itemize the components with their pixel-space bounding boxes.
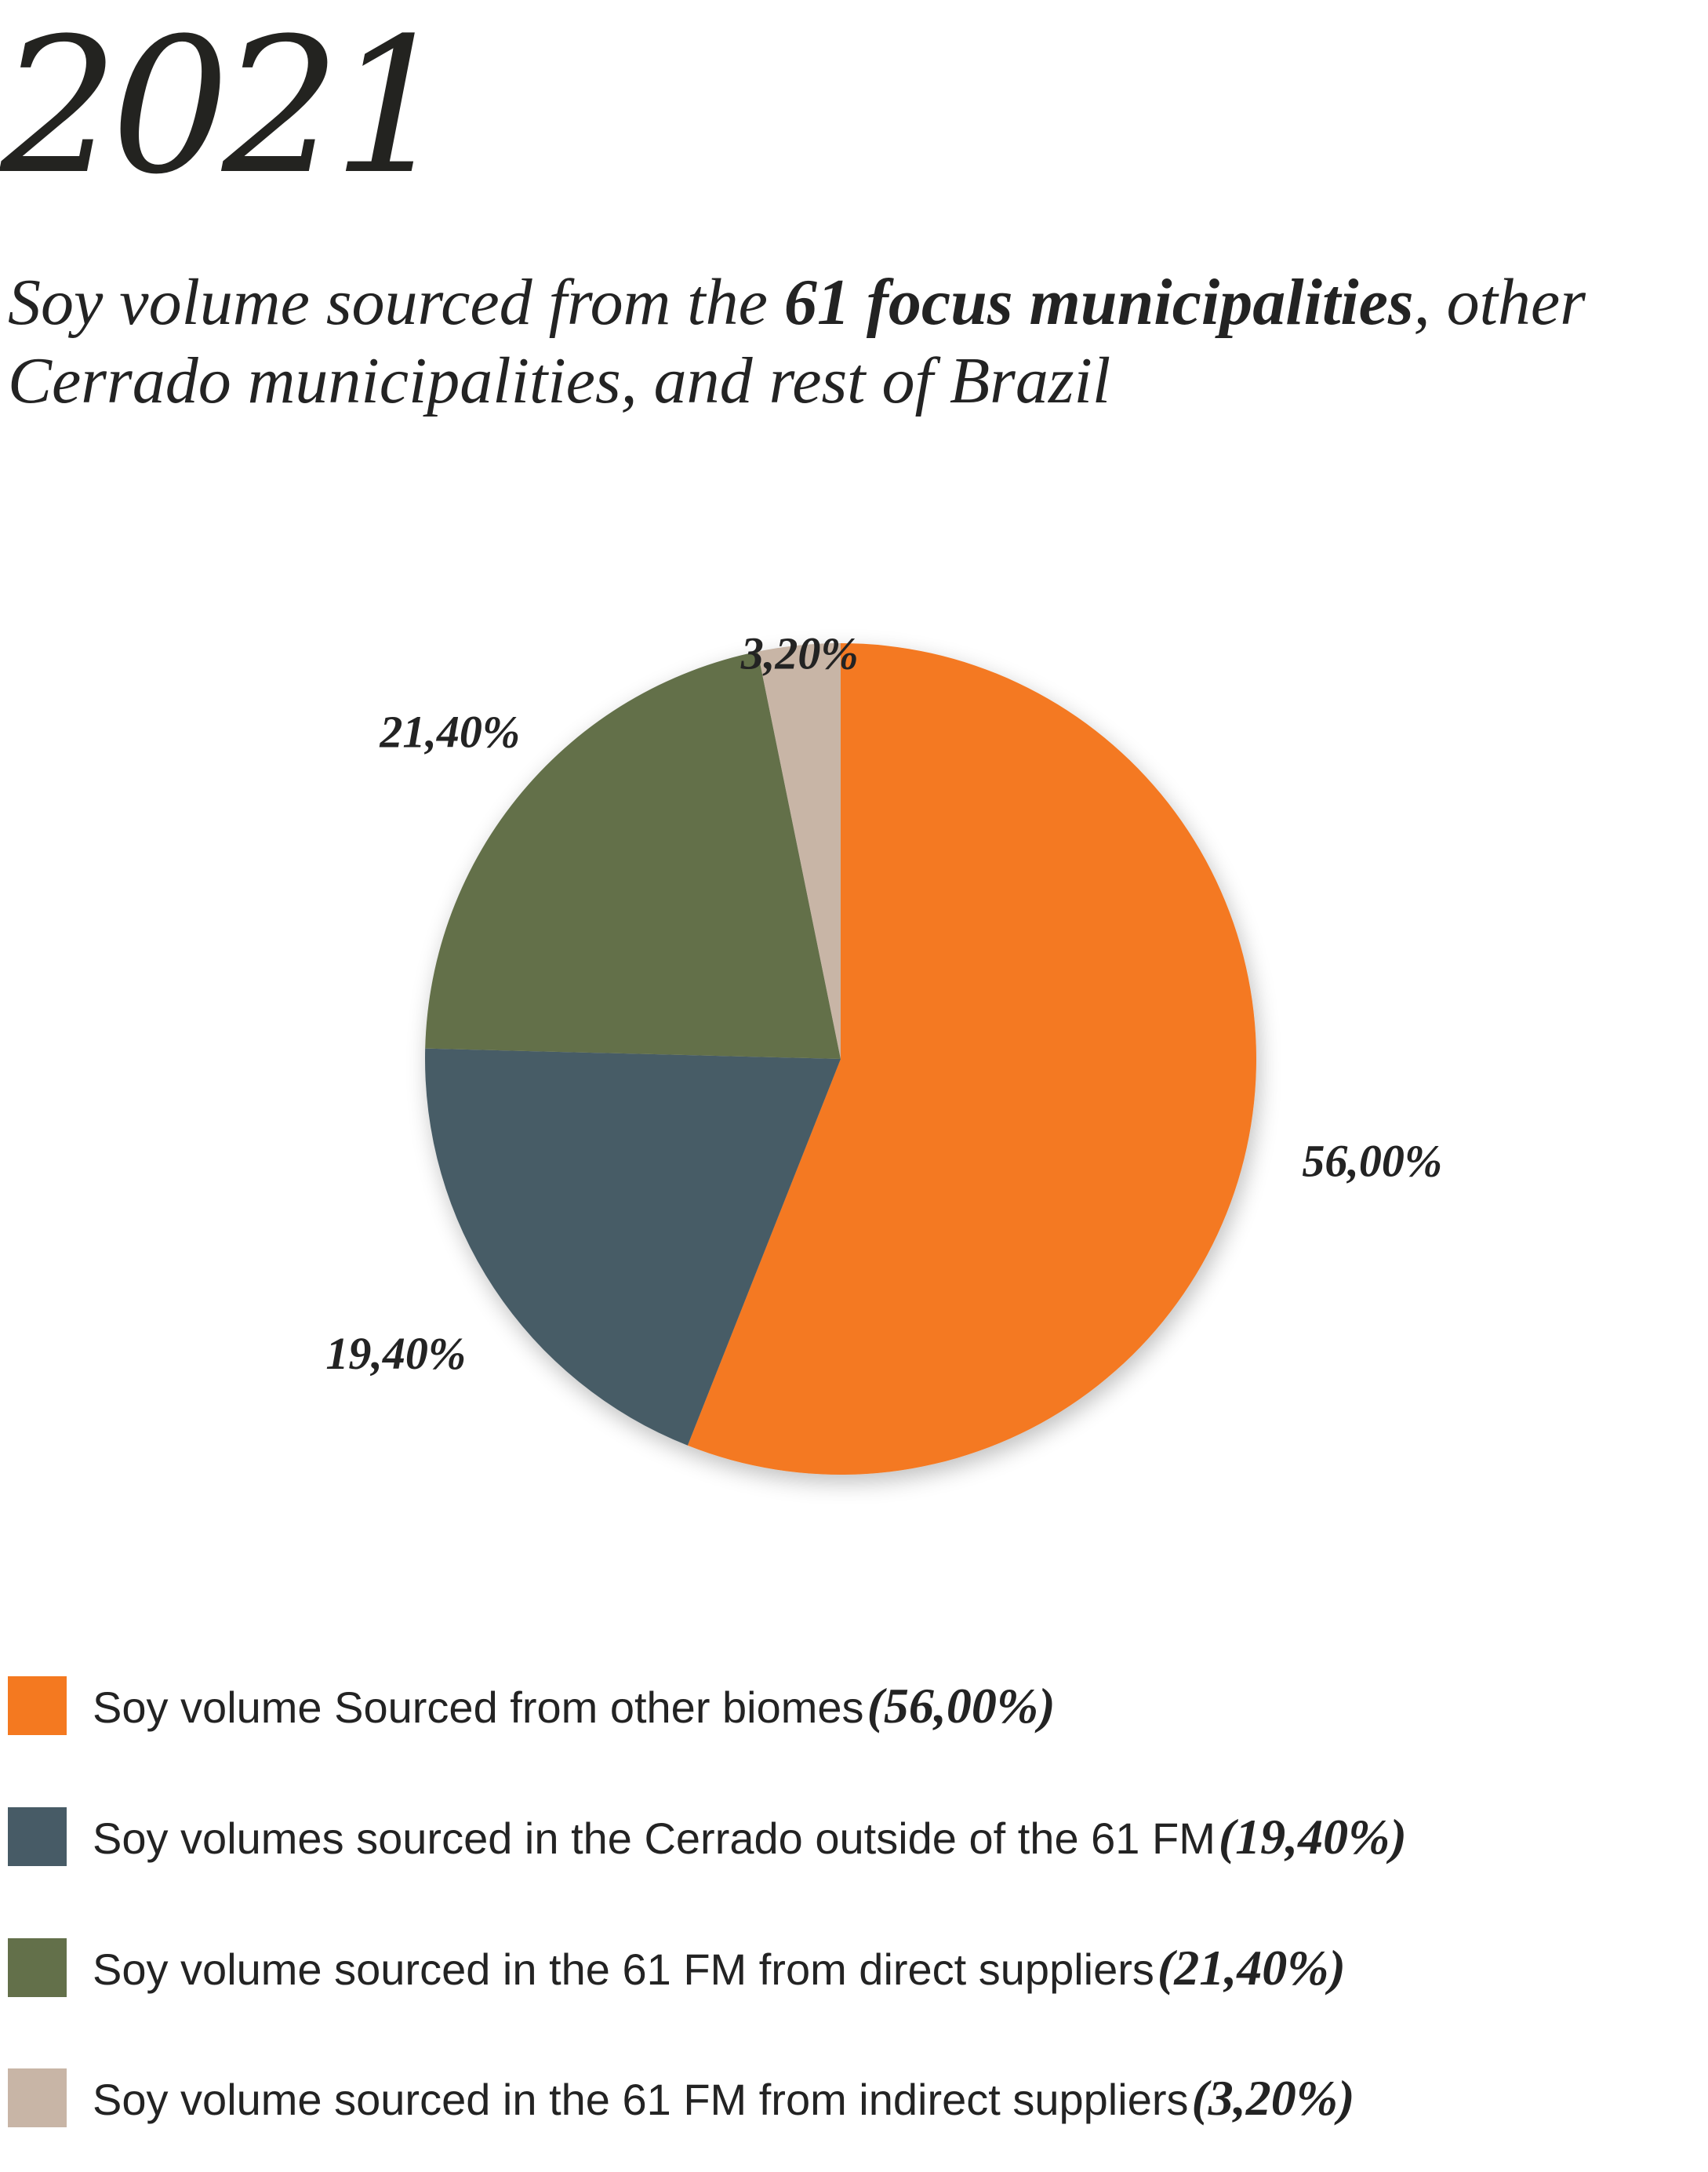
legend-value: (3,20%) [1191, 2070, 1355, 2126]
legend-label: Soy volume Sourced from other biomes [93, 1683, 864, 1732]
subtitle-part-1: Soy volume sourced from the [8, 266, 784, 339]
subtitle-part-2: 61 focus municipalities [783, 266, 1414, 339]
chart-subtitle: Soy volume sourced from the 61 focus mun… [8, 264, 1686, 420]
pie-slice-direct-suppliers [425, 651, 841, 1059]
pie-label-other-biomes: 56,00% [1302, 1135, 1442, 1186]
pie-slice-cerrado-outside [425, 1048, 841, 1446]
legend-text: Soy volume sourced in the 61 FM from dir… [93, 1937, 1346, 2013]
legend-item-indirect-suppliers: Soy volume sourced in the 61 FM from ind… [8, 2067, 1702, 2130]
legend-swatch-other-biomes [8, 1676, 67, 1735]
legend-text: Soy volume Sourced from other biomes (56… [93, 1675, 1056, 1751]
chart-title: 2021 [0, 0, 452, 216]
legend-swatch-indirect-suppliers [8, 2068, 67, 2127]
legend-value: (56,00%) [867, 1678, 1056, 1734]
legend-text: Soy volume sourced in the 61 FM from ind… [93, 2067, 1354, 2143]
pie-label-indirect-suppliers: 3,20% [740, 628, 859, 679]
legend-label: Soy volume sourced in the 61 FM from ind… [93, 2075, 1189, 2124]
subtitle-part-3: , other Cerrado municipalities, and rest… [8, 266, 1586, 417]
legend-item-direct-suppliers: Soy volume sourced in the 61 FM from dir… [8, 1937, 1702, 1999]
pie-chart: 56,00% 19,40% 21,40% 3,20% [325, 628, 1442, 1475]
legend-value: (19,40%) [1218, 1809, 1407, 1865]
pie-labels: 56,00% 19,40% 21,40% 3,20% [325, 628, 1442, 1379]
legend-label: Soy volume sourced in the 61 FM from dir… [93, 1945, 1154, 1994]
pie-label-cerrado-outside: 19,40% [325, 1328, 466, 1379]
legend-item-other-biomes: Soy volume Sourced from other biomes (56… [8, 1675, 1702, 1737]
legend-value: (21,40%) [1157, 1940, 1346, 1996]
pie-slice-other-biomes [687, 643, 1256, 1475]
pie-slices [425, 643, 1256, 1475]
pie-slice-indirect-suppliers [758, 643, 841, 1059]
legend-swatch-direct-suppliers [8, 1938, 67, 1997]
legend-item-cerrado-outside: Soy volumes sourced in the Cerrado outsi… [8, 1806, 1702, 1868]
legend-text: Soy volumes sourced in the Cerrado outsi… [93, 1806, 1407, 1882]
pie-label-direct-suppliers: 21,40% [379, 707, 520, 758]
legend-swatch-cerrado-outside [8, 1807, 67, 1866]
legend-label: Soy volumes sourced in the Cerrado outsi… [93, 1814, 1216, 1863]
